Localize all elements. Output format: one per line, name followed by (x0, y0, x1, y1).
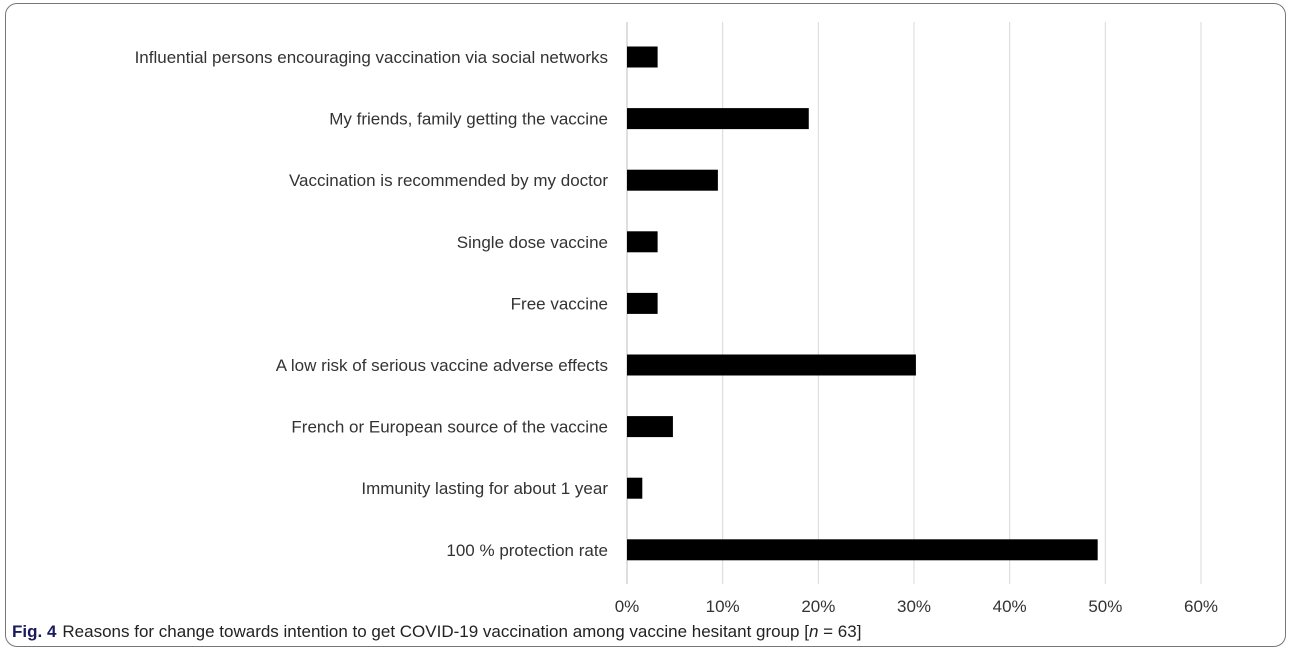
bar-influential-persons-encouraging-vaccination-via-social-networks (627, 47, 658, 68)
figure-caption: Fig. 4 Reasons for change towards intenti… (12, 622, 1272, 642)
figure-label: Fig. 4 (12, 622, 56, 641)
x-tick-label: 60% (1184, 597, 1218, 616)
bar-a-low-risk-of-serious-vaccine-adverse-effects (627, 355, 916, 376)
category-labels: Influential persons encouraging vaccinat… (135, 48, 609, 560)
bar-vaccination-is-recommended-by-my-doctor (627, 170, 718, 191)
bar-french-or-european-source-of-the-vaccine (627, 416, 673, 437)
x-tick-label: 30% (897, 597, 931, 616)
bar-my-friends-family-getting-the-vaccine (627, 108, 809, 129)
bar-single-dose-vaccine (627, 231, 658, 252)
caption-n-symbol: n (809, 622, 818, 641)
category-label: 100 % protection rate (446, 541, 608, 560)
bar-immunity-lasting-for-about-1-year (627, 478, 642, 499)
category-label: French or European source of the vaccine (291, 418, 608, 437)
x-tick-label: 50% (1088, 597, 1122, 616)
x-tick-labels: 0% 10% 20% 30% 40% 50% 60% (615, 597, 1218, 616)
bars (627, 47, 1098, 561)
x-tick-label: 20% (801, 597, 835, 616)
bar-chart: Influential persons encouraging vaccinat… (0, 0, 1293, 620)
category-label: Vaccination is recommended by my doctor (289, 171, 608, 190)
x-tick-label: 0% (615, 597, 640, 616)
category-label: Free vaccine (511, 294, 608, 313)
category-label: Influential persons encouraging vaccinat… (135, 48, 608, 67)
bar-100-protection-rate (627, 539, 1098, 560)
caption-text-after: = 63] (818, 622, 861, 641)
bar-free-vaccine (627, 293, 658, 314)
category-label: Immunity lasting for about 1 year (361, 479, 608, 498)
category-label: A low risk of serious vaccine adverse ef… (276, 356, 608, 375)
caption-text-before: Reasons for change towards intention to … (62, 622, 809, 641)
category-label: My friends, family getting the vaccine (329, 110, 608, 129)
category-label: Single dose vaccine (457, 233, 608, 252)
x-tick-label: 10% (706, 597, 740, 616)
x-tick-label: 40% (993, 597, 1027, 616)
gridlines (627, 22, 1201, 584)
